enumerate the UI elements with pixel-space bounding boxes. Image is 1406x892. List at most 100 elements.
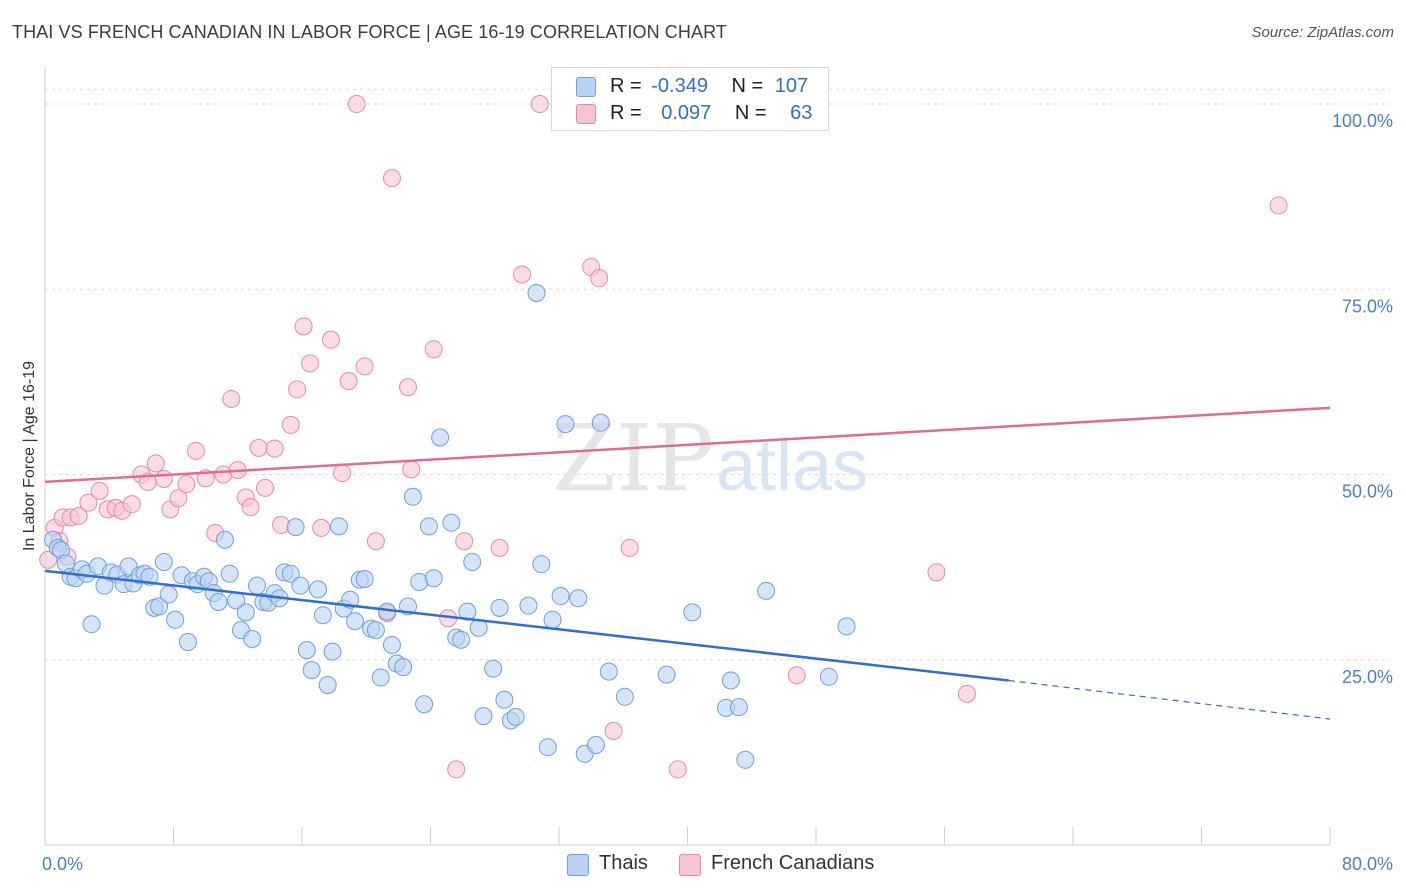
y-tick-label: 100.0% (1332, 111, 1393, 131)
data-point (329, 517, 348, 536)
data-point (1269, 196, 1288, 215)
data-point (527, 283, 546, 302)
data-point (154, 552, 173, 571)
data-point (604, 721, 623, 740)
data-point (757, 581, 776, 600)
data-point (431, 428, 450, 447)
data-point (302, 661, 321, 680)
watermark-zip: ZIP (552, 405, 714, 512)
legend-r-value: 0.097 (661, 102, 712, 124)
chart-title: THAI VS FRENCH CANADIAN IN LABOR FORCE |… (12, 22, 727, 42)
legend-r-label: R = (610, 102, 642, 124)
x-tick-label: 0.0% (42, 854, 83, 874)
data-point (382, 635, 401, 654)
data-point (957, 684, 976, 703)
data-point (424, 569, 443, 588)
data-point (79, 493, 98, 512)
legend-label-thais: Thais (599, 852, 648, 874)
data-point (355, 357, 374, 376)
data-point (590, 269, 609, 288)
data-point (366, 532, 385, 551)
data-point (668, 760, 687, 779)
data-point (209, 592, 228, 611)
data-point (313, 606, 332, 625)
data-point (90, 481, 109, 500)
data-point (256, 478, 275, 497)
data-point (150, 597, 169, 616)
data-point (599, 662, 618, 681)
data-point (346, 612, 365, 631)
french-canadians-swatch (576, 104, 596, 124)
data-point (556, 415, 575, 434)
data-point (394, 658, 413, 677)
data-point (551, 587, 570, 606)
data-point (683, 603, 702, 622)
data-point (787, 666, 806, 685)
data-point (455, 532, 474, 551)
data-point (447, 760, 466, 779)
grid-lines (45, 88, 1390, 661)
data-point (729, 698, 748, 717)
data-point (146, 454, 165, 473)
legend-label-french-canadians: French Canadians (711, 852, 875, 874)
data-point (169, 489, 188, 508)
data-point (569, 589, 588, 608)
data-point (415, 695, 434, 714)
data-point (281, 415, 300, 434)
y-tick-label: 50.0% (1342, 482, 1393, 502)
data-point (419, 517, 438, 536)
data-point (355, 569, 374, 588)
data-point (178, 632, 197, 651)
data-point (591, 413, 610, 432)
data-point (323, 642, 342, 661)
data-point (294, 317, 313, 336)
y-axis-label: In Labor Force | Age 16-19 (21, 361, 38, 551)
data-point (166, 610, 185, 629)
data-point (819, 667, 838, 686)
legend-n-label: N = (734, 102, 767, 124)
legend-n-value: 63 (790, 102, 813, 124)
data-point (291, 576, 310, 595)
data-point (484, 659, 503, 678)
data-point (69, 507, 88, 526)
data-point (265, 439, 284, 458)
data-point (177, 475, 196, 494)
data-point (506, 707, 525, 726)
data-point (474, 707, 493, 726)
data-point (222, 389, 241, 408)
data-point (586, 735, 605, 754)
thais-trendline (44, 569, 1009, 682)
thais-trendline-extension (1008, 679, 1331, 720)
trend-lines (44, 406, 1331, 720)
data-point (424, 340, 443, 359)
data-point (402, 460, 421, 479)
x-tick-label: 80.0% (1342, 854, 1393, 874)
data-point (215, 530, 234, 549)
data-point (837, 617, 856, 636)
legend-n-value: 107 (774, 75, 809, 97)
data-point (366, 621, 385, 640)
data-point (615, 687, 634, 706)
y-tick-label: 25.0% (1342, 667, 1393, 687)
data-point (321, 330, 340, 349)
data-point (288, 380, 307, 399)
data-point (347, 95, 366, 114)
data-point (286, 518, 305, 537)
data-point (154, 469, 173, 488)
data-point (495, 690, 514, 709)
data-point (399, 378, 418, 397)
series-legend: Thais French Canadians (0, 851, 1406, 879)
data-point (297, 641, 316, 660)
data-point (301, 354, 320, 373)
data-point (371, 668, 390, 687)
french-canadians-trendline (44, 406, 1331, 484)
data-point (243, 630, 262, 649)
data-point (236, 603, 255, 622)
legend-r-value: -0.349 (651, 75, 708, 97)
data-point (241, 498, 260, 517)
data-point (721, 671, 740, 690)
axes (44, 67, 1331, 846)
data-point (490, 538, 509, 557)
data-point (519, 596, 538, 615)
